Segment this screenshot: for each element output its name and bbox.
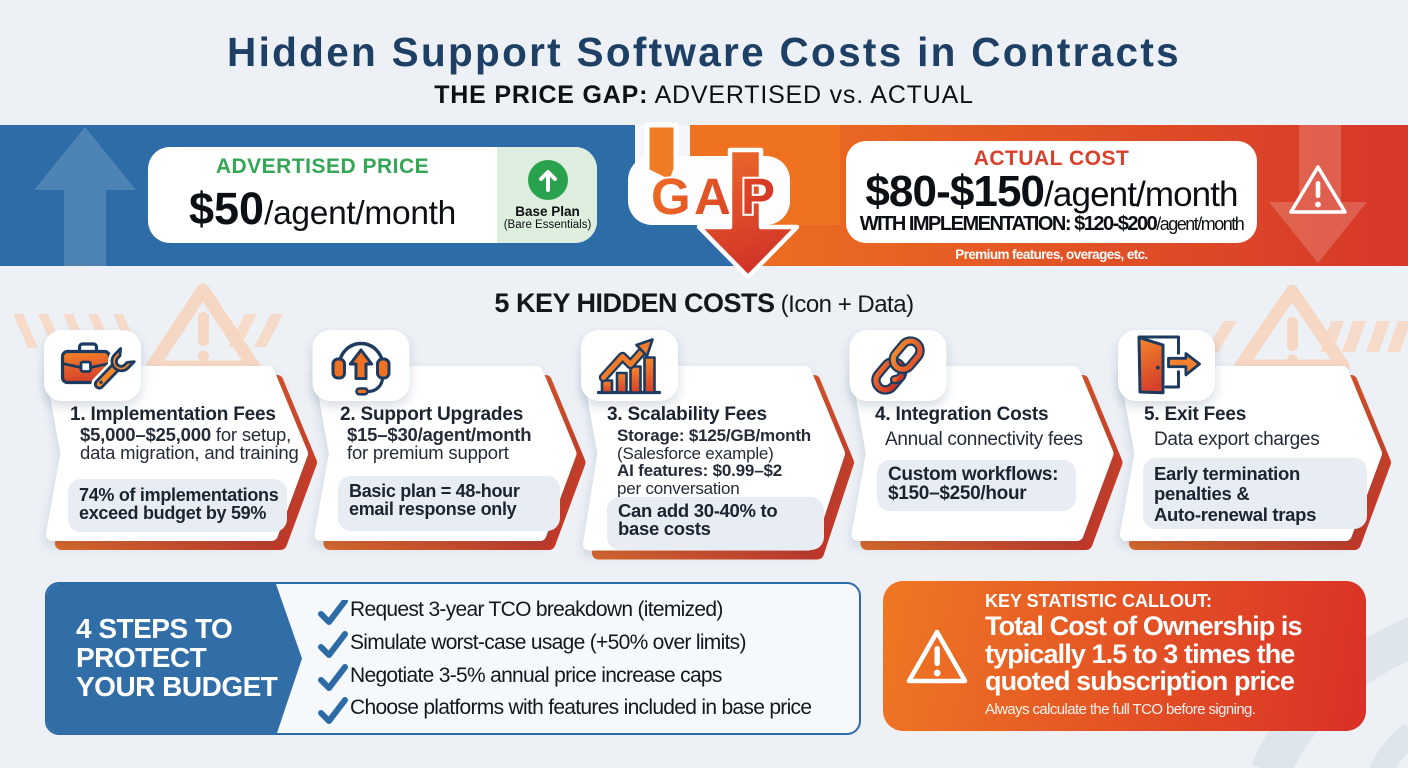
svg-text:GAP: GA P <box>651 168 775 225</box>
